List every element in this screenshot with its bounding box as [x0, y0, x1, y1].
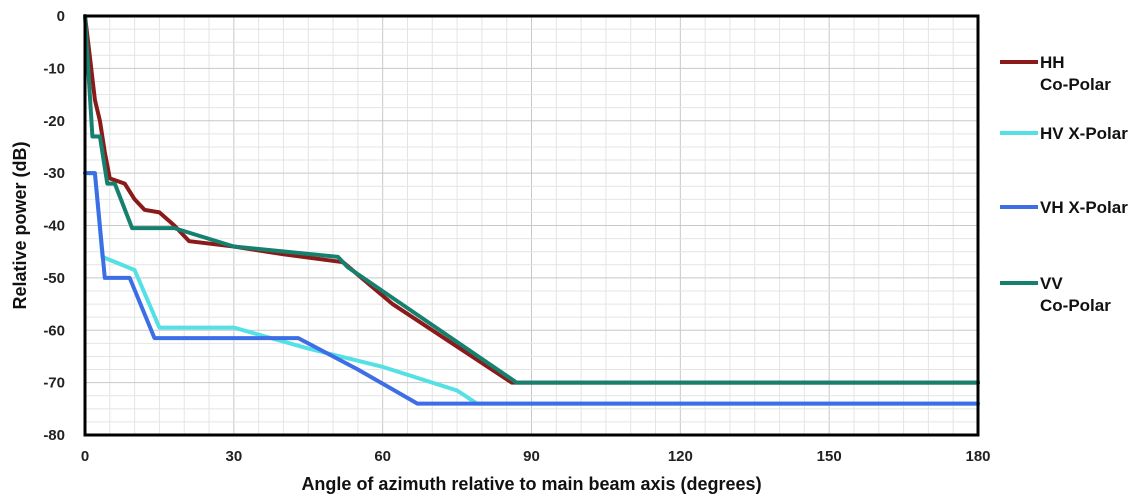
- x-tick-label: 30: [225, 448, 242, 465]
- series-layer: [83, 14, 980, 406]
- y-tick-label: -80: [43, 427, 65, 444]
- legend-label-3-0: VV: [1040, 274, 1063, 293]
- legend: HH Co-Polar HV X-Polar VH X-Polar VV Co-Polar: [1000, 53, 1128, 315]
- x-tick-label: 60: [374, 448, 391, 465]
- y-tick-label: -50: [43, 270, 65, 287]
- legend-label-3-1: Co-Polar: [1040, 296, 1111, 315]
- x-tick-label: 0: [81, 448, 89, 465]
- series-line-3: [83, 14, 980, 385]
- x-tick-label: 120: [668, 448, 693, 465]
- legend-label-0-0: HH: [1040, 53, 1065, 72]
- y-tick-labels: 0 -10 -20 -30 -40 -50 -60 -70 -80: [43, 8, 65, 444]
- x-axis-title: Angle of azimuth relative to main beam a…: [301, 474, 761, 494]
- x-tick-label: 180: [965, 448, 990, 465]
- x-tick-labels: 0 30 60 90 120 150 180: [81, 448, 991, 465]
- y-tick-label: 0: [57, 8, 65, 25]
- x-tick-label: 150: [817, 448, 842, 465]
- y-tick-label: -10: [43, 60, 65, 77]
- y-tick-label: -30: [43, 165, 65, 182]
- legend-label-1-0: HV X-Polar: [1040, 124, 1128, 143]
- legend-label-0-1: Co-Polar: [1040, 75, 1111, 94]
- y-tick-label: -40: [43, 218, 65, 235]
- plot-frame: [83, 14, 980, 437]
- y-tick-label: -60: [43, 322, 65, 339]
- x-tick-label: 90: [523, 448, 540, 465]
- series-line-2: [83, 171, 980, 406]
- y-tick-label: -70: [43, 375, 65, 392]
- legend-label-2-0: VH X-Polar: [1040, 198, 1128, 217]
- y-tick-label: -20: [43, 113, 65, 130]
- y-axis-title: Relative power (dB): [10, 141, 30, 309]
- series-line-0: [83, 14, 980, 385]
